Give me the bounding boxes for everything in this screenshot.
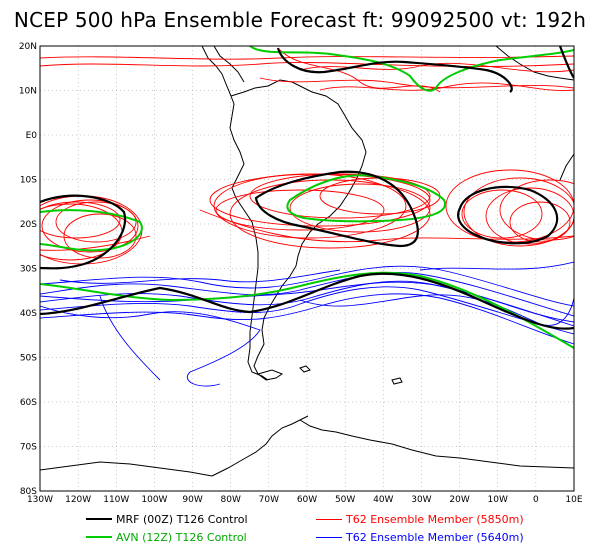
- antarctica-coast-west: [40, 461, 213, 477]
- legend-item-mrf: MRF (00Z) T126 Control: [86, 510, 248, 528]
- blue-contour: [40, 265, 574, 307]
- mrf-control-contours: [40, 46, 574, 330]
- mrf-contour: [40, 272, 574, 330]
- mrf-contour: [558, 46, 574, 79]
- longitude-tick-label: 10E: [565, 495, 582, 505]
- latitude-tick-label: 10S: [20, 176, 37, 186]
- red-contour: [445, 169, 574, 243]
- longitude-tick-label: 30W: [411, 495, 431, 505]
- south-georgia: [391, 377, 403, 385]
- avn-contour: [249, 46, 574, 92]
- longitude-tick-label: 120W: [65, 495, 91, 505]
- avn-contour: [286, 174, 447, 223]
- longitude-tick-label: 90W: [182, 495, 202, 505]
- longitude-tick-label: 10W: [488, 495, 508, 505]
- latitude-tick-label: 30S: [20, 265, 37, 275]
- antarctic-peninsula: [211, 415, 574, 477]
- longitude-tick-label: 40W: [373, 495, 393, 505]
- red-contour: [215, 189, 385, 231]
- legend: MRF (00Z) T126 Control AVN (12Z) T126 Co…: [0, 508, 600, 560]
- red-contour: [289, 183, 431, 233]
- latitude-tick-label: 80S: [20, 487, 37, 497]
- longitude-tick-label: 70W: [259, 495, 279, 505]
- longitude-tick-label: 100W: [141, 495, 167, 505]
- red-contour: [40, 201, 121, 239]
- blue-contour: [40, 271, 574, 317]
- blue-contour: [40, 305, 261, 387]
- red-contour: [199, 209, 574, 243]
- legend-swatch-blue: [316, 536, 342, 538]
- red-contour: [509, 201, 571, 243]
- coastlines: [40, 46, 574, 477]
- legend-label-mrf: MRF (00Z) T126 Control: [116, 512, 248, 526]
- map-title: NCEP 500 hPa Ensemble Forecast ft: 99092…: [13, 8, 587, 32]
- legend-swatch-avn: [86, 536, 112, 538]
- latitude-tick-label: 70S: [20, 443, 37, 453]
- blue-contour: [40, 293, 574, 345]
- red-contour: [249, 173, 431, 219]
- graticule: [40, 46, 574, 491]
- mrf-contour: [254, 170, 419, 248]
- africa-coast: [495, 46, 574, 181]
- plot-frame: [39, 45, 575, 492]
- blue-contour: [99, 295, 161, 381]
- red-contour: [40, 55, 574, 60]
- latitude-tick-label: 50S: [20, 354, 37, 364]
- south-america-coast: [229, 79, 367, 381]
- avn-control-contours: [40, 46, 574, 349]
- legend-item-avn: AVN (12Z) T126 Control: [86, 528, 247, 546]
- red-contour: [259, 77, 574, 89]
- latitude-tick-label: 20N: [19, 42, 37, 52]
- blue-contour: [59, 269, 341, 284]
- legend-swatch-mrf: [86, 518, 112, 520]
- red-contour: [485, 187, 574, 245]
- central-america-coast: [201, 46, 245, 97]
- blue-contour: [40, 286, 574, 335]
- avn-contour: [40, 209, 143, 252]
- latitude-tick-label: E0: [26, 131, 38, 141]
- blue-contour: [419, 261, 574, 271]
- red-contour: [40, 235, 151, 251]
- latitude-tick-label: 60S: [20, 398, 37, 408]
- longitude-tick-label: 50W: [335, 495, 355, 505]
- longitude-tick-label: 20W: [449, 495, 469, 505]
- red-contour: [463, 177, 574, 247]
- legend-item-red: T62 Ensemble Member (5850m): [316, 510, 524, 528]
- red-contour: [55, 201, 137, 243]
- avn-contour: [40, 271, 574, 349]
- mrf-contour: [276, 47, 513, 93]
- longitude-tick-label: 110W: [103, 495, 129, 505]
- longitude-ticks: 130W 120W 110W 100W 90W 80W 70W 60W 50W 40W 30W 20W…: [27, 495, 583, 505]
- red-contour: [299, 62, 574, 73]
- longitude-tick-label: 60W: [297, 495, 317, 505]
- red-contour: [213, 173, 407, 239]
- legend-label-avn: AVN (12Z) T126 Control: [116, 530, 247, 544]
- mrf-contour: [40, 194, 127, 270]
- red-contour: [41, 199, 139, 253]
- latitude-tick-label: 10N: [19, 87, 37, 97]
- tierra-del-fuego: [256, 369, 284, 381]
- latitude-tick-label: 40S: [20, 309, 37, 319]
- longitude-tick-label: 130W: [27, 495, 53, 505]
- longitude-tick-label: 80W: [221, 495, 241, 505]
- red-contour: [499, 179, 574, 241]
- falkland-islands: [299, 365, 311, 373]
- legend-label-red: T62 Ensemble Member (5850m): [346, 512, 524, 526]
- red-contour: [319, 82, 574, 92]
- latitude-tick-label: 20S: [20, 220, 37, 230]
- mrf-contour: [457, 185, 559, 245]
- legend-swatch-red: [316, 518, 342, 520]
- legend-label-blue: T62 Ensemble Member (5640m): [346, 530, 524, 544]
- longitude-tick-label: 0: [533, 495, 539, 505]
- legend-item-blue: T62 Ensemble Member (5640m): [316, 528, 524, 546]
- latitude-ticks: 20N 10N E0 10S 20S 30S 40S 50S 60S 70S 80S: [19, 42, 37, 497]
- blue-contour: [299, 294, 574, 326]
- red-contour: [461, 189, 543, 239]
